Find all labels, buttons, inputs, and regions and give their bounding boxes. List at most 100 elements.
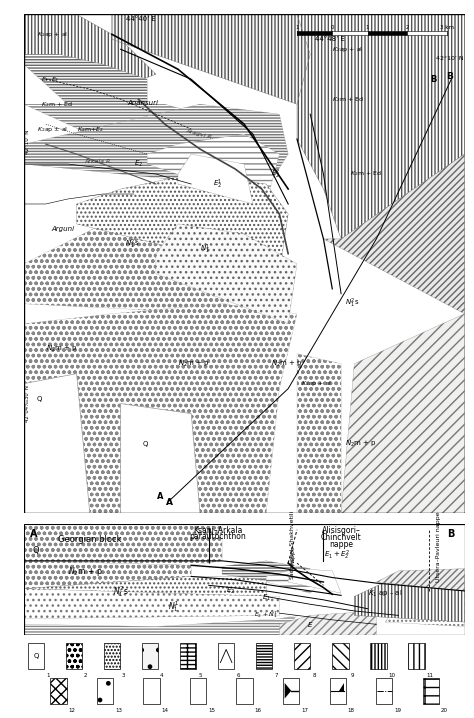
- Text: 15: 15: [208, 708, 215, 713]
- Text: 2: 2: [405, 25, 409, 30]
- Text: 42°04‰30’ N: 42°04‰30’ N: [25, 385, 29, 422]
- Polygon shape: [147, 134, 279, 204]
- Text: 42°10’ N: 42°10’ N: [436, 56, 464, 61]
- Bar: [422, 678, 439, 704]
- Text: 6: 6: [236, 673, 240, 678]
- Text: 18: 18: [348, 708, 355, 713]
- Text: nappe: nappe: [290, 546, 295, 565]
- Text: 44°48’ E: 44°48’ E: [315, 36, 345, 42]
- Text: $E_1$: $E_1$: [262, 592, 271, 602]
- Text: $N_2$m + p: $N_2$m + p: [178, 358, 210, 369]
- Polygon shape: [24, 104, 266, 174]
- Text: $N_2$m + p: $N_2$m + p: [271, 358, 302, 369]
- Text: $K_1$ ap – al: $K_1$ ap – al: [368, 589, 402, 600]
- Bar: [27, 643, 44, 669]
- Polygon shape: [121, 404, 200, 513]
- Polygon shape: [279, 611, 376, 635]
- Text: $N_2$m + p: $N_2$m + p: [46, 344, 77, 354]
- Polygon shape: [24, 524, 222, 565]
- Text: Chinchvelt: Chinchvelt: [321, 533, 362, 542]
- Text: 7: 7: [274, 673, 278, 678]
- Text: $N_1^1$: $N_1^1$: [168, 599, 179, 614]
- Text: $N_1^2$s: $N_1^2$s: [125, 237, 139, 251]
- Text: 13: 13: [115, 708, 122, 713]
- Polygon shape: [354, 574, 465, 622]
- Bar: [142, 643, 158, 669]
- Text: 10: 10: [388, 673, 395, 678]
- Bar: [370, 643, 387, 669]
- Text: $E_2^2$: $E_2^2$: [271, 167, 280, 181]
- Text: $K_2$ap + al: $K_2$ap + al: [301, 379, 332, 388]
- Polygon shape: [24, 577, 266, 597]
- Polygon shape: [266, 571, 323, 593]
- Text: 5: 5: [198, 673, 201, 678]
- Polygon shape: [288, 569, 341, 593]
- Text: Georgian block: Georgian block: [58, 535, 121, 544]
- Polygon shape: [222, 561, 310, 585]
- Text: $N_1^2$s: $N_1^2$s: [113, 584, 128, 600]
- Bar: [144, 678, 160, 704]
- Text: $E_2$: $E_2$: [134, 159, 143, 169]
- Polygon shape: [24, 561, 191, 589]
- Text: Ksani–Arkala: Ksani–Arkala: [193, 526, 242, 536]
- Polygon shape: [24, 373, 90, 513]
- Text: 8: 8: [312, 673, 316, 678]
- Text: $K_2$ap + al: $K_2$ap + al: [332, 45, 364, 54]
- Text: 1: 1: [295, 25, 299, 30]
- Text: 2: 2: [84, 673, 87, 678]
- Polygon shape: [24, 104, 288, 189]
- Text: $K_2$m+$E_2$: $K_2$m+$E_2$: [77, 125, 103, 134]
- Bar: [407, 32, 447, 35]
- Polygon shape: [24, 55, 147, 114]
- Text: 19: 19: [394, 708, 401, 713]
- Text: $N_1^1$: $N_1^1$: [200, 242, 210, 256]
- Text: 9: 9: [350, 673, 354, 678]
- Text: Utsera–Pavleuri nappe: Utsera–Pavleuri nappe: [436, 511, 440, 582]
- Polygon shape: [24, 214, 266, 314]
- Polygon shape: [24, 304, 297, 513]
- Text: A: A: [30, 528, 38, 538]
- Text: $N_2$m + p: $N_2$m + p: [346, 439, 377, 449]
- Text: B: B: [446, 73, 453, 81]
- Text: Anansuri: Anansuri: [127, 100, 158, 106]
- Text: Q: Q: [33, 653, 38, 659]
- Bar: [97, 678, 113, 704]
- Text: 17: 17: [301, 708, 308, 713]
- Text: B: B: [447, 528, 455, 538]
- Bar: [218, 643, 234, 669]
- Text: Q: Q: [143, 441, 148, 447]
- Text: $E_1 + E_2^2$: $E_1 + E_2^2$: [324, 549, 350, 562]
- Polygon shape: [297, 14, 465, 239]
- Text: 11: 11: [427, 673, 433, 678]
- Text: Q: Q: [33, 546, 39, 555]
- Bar: [332, 643, 348, 669]
- Text: Alisisgori–: Alisisgori–: [322, 526, 361, 536]
- Bar: [50, 678, 67, 704]
- Polygon shape: [178, 154, 253, 204]
- Polygon shape: [24, 589, 279, 619]
- Text: nappe: nappe: [329, 540, 353, 549]
- Polygon shape: [112, 14, 310, 104]
- Text: 1: 1: [46, 673, 49, 678]
- Text: 42°10’ N: 42°10’ N: [25, 129, 29, 154]
- Bar: [256, 643, 273, 669]
- Bar: [376, 678, 392, 704]
- Bar: [237, 678, 253, 704]
- Text: 12: 12: [69, 708, 76, 713]
- Text: 14: 14: [162, 708, 169, 713]
- Bar: [332, 32, 367, 35]
- Text: 0: 0: [330, 25, 334, 30]
- Bar: [408, 643, 425, 669]
- Text: 16: 16: [255, 708, 262, 713]
- Text: Arguni: Arguni: [52, 226, 75, 232]
- Bar: [180, 643, 196, 669]
- Text: Sadzeguri–Shakhvetili: Sadzeguri–Shakhvetili: [290, 510, 295, 579]
- Bar: [367, 32, 407, 35]
- Text: $E_2^1$: $E_2^1$: [213, 177, 223, 191]
- Text: $K_2$ap + al: $K_2$ap + al: [37, 30, 68, 39]
- Text: 44°40’ E: 44°40’ E: [126, 16, 155, 22]
- Text: $E_1$–$E_2$: $E_1$–$E_2$: [41, 75, 60, 84]
- Bar: [104, 643, 120, 669]
- Polygon shape: [24, 14, 156, 94]
- Text: $E$: $E$: [307, 620, 313, 629]
